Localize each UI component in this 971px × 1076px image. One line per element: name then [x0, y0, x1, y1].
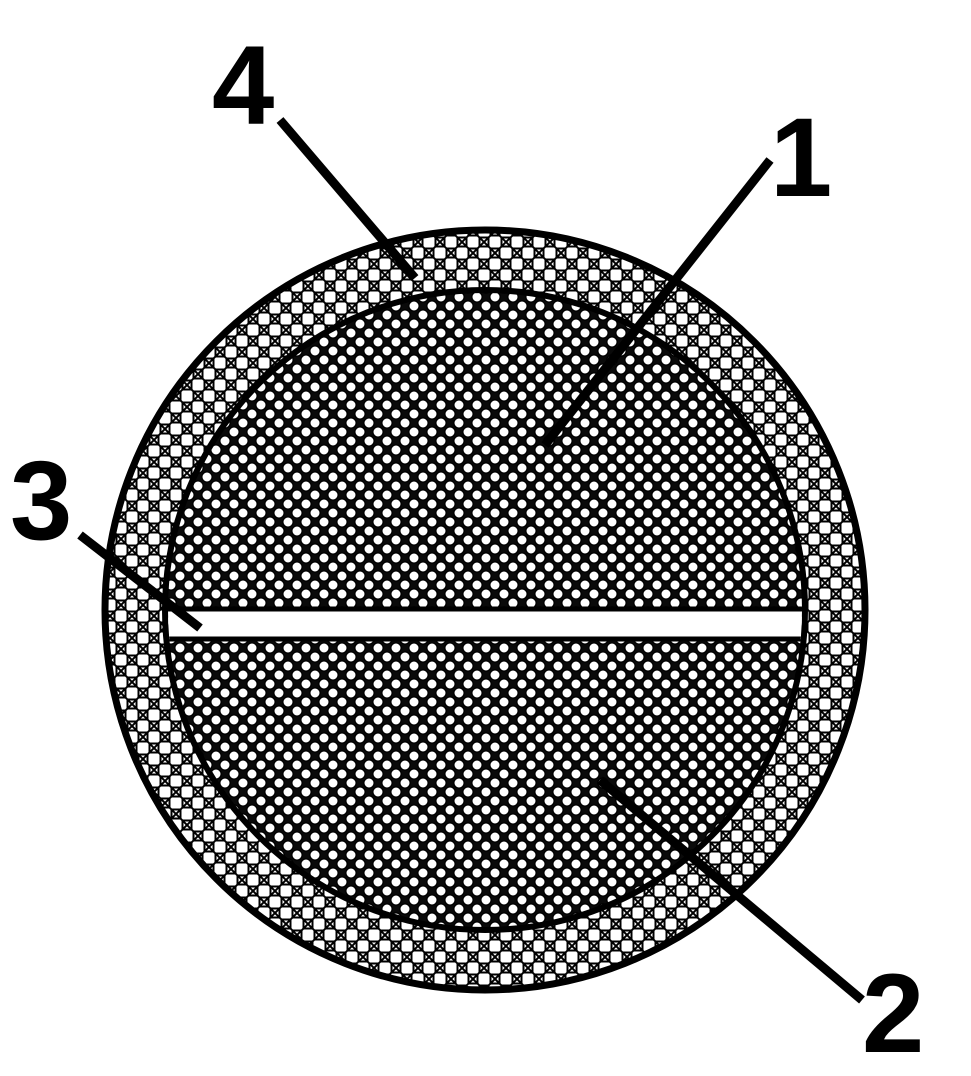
label-4: 4: [212, 30, 274, 142]
label-2: 2: [862, 958, 924, 1070]
center-slit: [160, 609, 810, 639]
label-3: 3: [10, 445, 72, 557]
label-1: 1: [770, 102, 832, 214]
diagram-stage: 1234: [0, 0, 971, 1062]
